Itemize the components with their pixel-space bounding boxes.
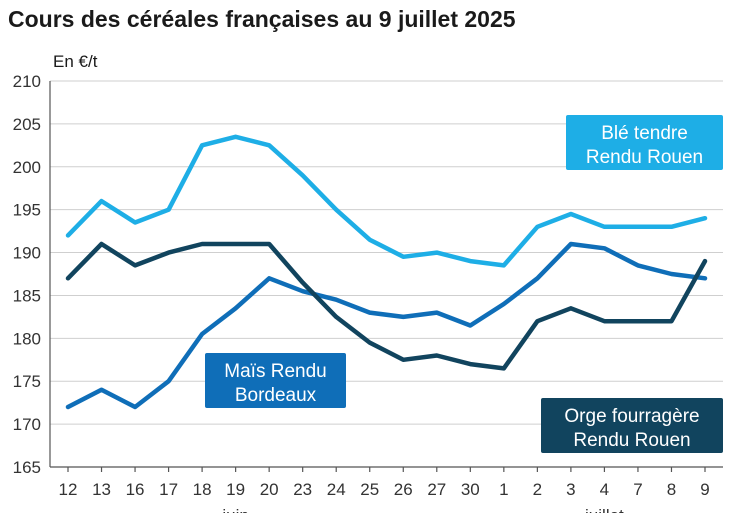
- y-tick-label: 200: [13, 158, 41, 177]
- x-tick-label: 17: [159, 480, 178, 499]
- series-label-box-3: [541, 398, 723, 453]
- y-tick-label: 195: [13, 201, 41, 220]
- month-label: juin: [221, 506, 248, 513]
- series-line-3: [65, 241, 708, 371]
- x-tick-label: 26: [394, 480, 413, 499]
- series-label-text: Rendu Rouen: [573, 430, 690, 451]
- month-label: juillet: [584, 506, 624, 513]
- y-tick-label: 165: [13, 458, 41, 477]
- grid: [49, 80, 723, 468]
- x-tick-label: 25: [360, 480, 379, 499]
- x-tick-label: 4: [600, 480, 609, 499]
- x-tick-label: 16: [126, 480, 145, 499]
- x-tick-label: 3: [566, 480, 575, 499]
- x-tick-label: 12: [59, 480, 78, 499]
- series-line-1: [65, 134, 708, 268]
- series-label-box-2: [205, 353, 346, 408]
- x-tick-label: 8: [667, 480, 676, 499]
- chart-title: Cours des céréales françaises au 9 juill…: [8, 6, 516, 32]
- x-tick-label: 27: [427, 480, 446, 499]
- x-tick-label: 20: [260, 480, 279, 499]
- y-tick-label: 175: [13, 372, 41, 391]
- series-label-box-1: [566, 115, 723, 170]
- x-tick-label: 24: [327, 480, 346, 499]
- y-tick-label: 170: [13, 415, 41, 434]
- series-line-2: [65, 241, 708, 410]
- x-tick-label: 13: [92, 480, 111, 499]
- series-lines: [65, 134, 708, 410]
- x-tick-label: 30: [461, 480, 480, 499]
- series-labels: Blé tendre Rendu Rouen Maïs Rendu Bordeaux O…: [205, 115, 723, 453]
- series-label-text: Maïs Rendu: [224, 361, 326, 382]
- x-tick-label: 1: [499, 480, 508, 499]
- y-tick-label: 185: [13, 286, 41, 305]
- x-tick-label: 9: [700, 480, 709, 499]
- x-tick-label: 23: [293, 480, 312, 499]
- y-tick-label: 205: [13, 115, 41, 134]
- series-label-text: Blé tendre: [601, 123, 688, 144]
- y-axis-ticks: 165 170 175 180 185 190 195 200 205 210: [13, 72, 41, 477]
- series-label-text: Rendu Rouen: [586, 147, 703, 168]
- x-axis-ticks: 121316171819202324252627301234789juinjui…: [59, 467, 710, 513]
- series-label-text: Bordeaux: [235, 385, 317, 406]
- y-tick-label: 180: [13, 329, 41, 348]
- x-tick-label: 7: [633, 480, 642, 499]
- y-unit-label: En €/t: [53, 52, 98, 71]
- y-tick-label: 190: [13, 244, 41, 263]
- x-tick-label: 18: [193, 480, 212, 499]
- x-tick-label: 19: [226, 480, 245, 499]
- y-tick-label: 210: [13, 72, 41, 91]
- series-label-text: Orge fourragère: [564, 406, 699, 427]
- x-tick-label: 2: [533, 480, 542, 499]
